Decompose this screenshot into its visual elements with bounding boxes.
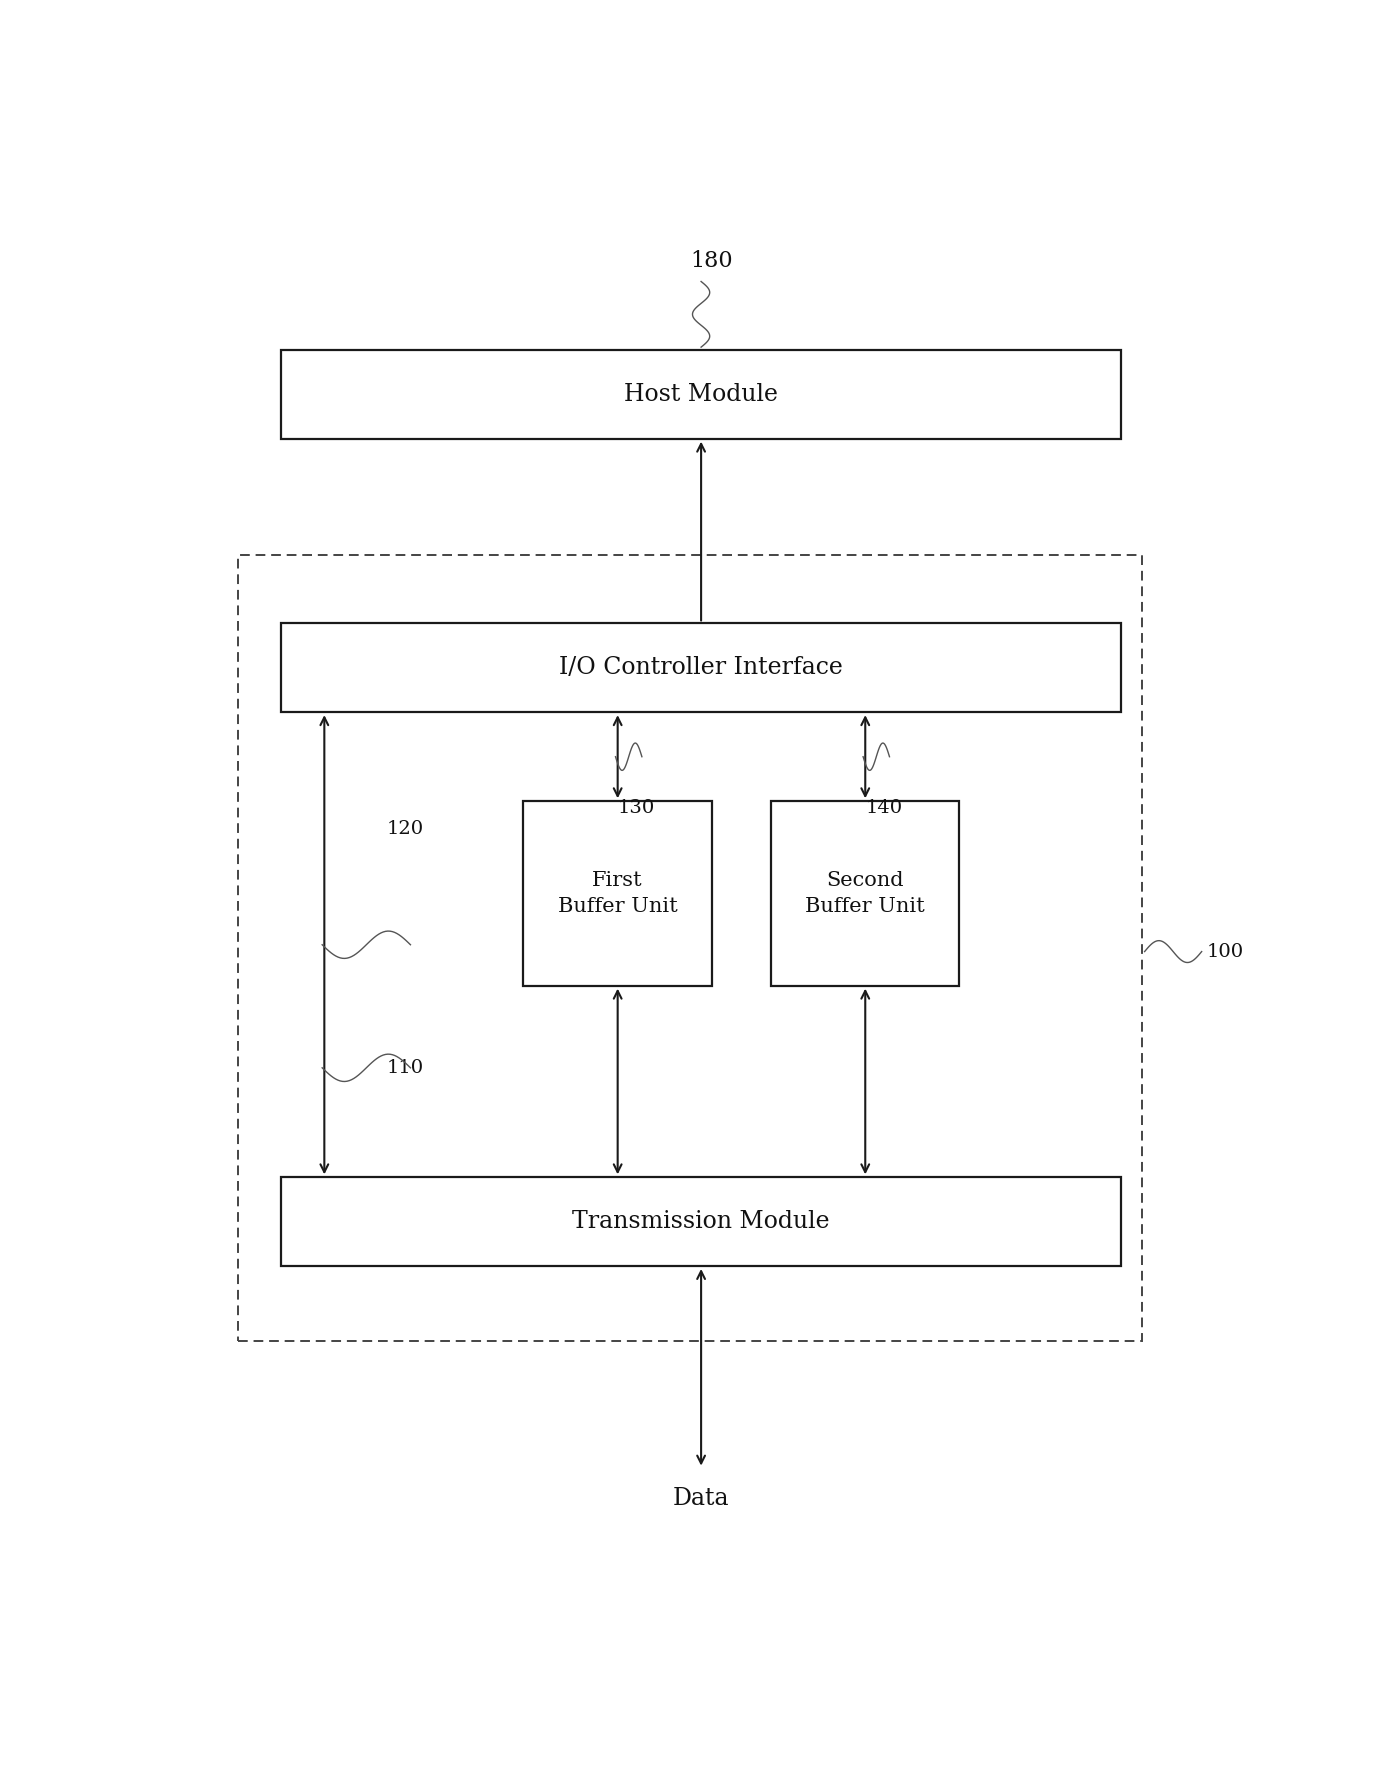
Text: 120: 120 <box>386 819 424 838</box>
Bar <box>281 1177 1121 1266</box>
Text: 100: 100 <box>1207 943 1245 961</box>
Bar <box>239 556 1142 1341</box>
Text: 180: 180 <box>690 250 733 272</box>
Text: Data: Data <box>672 1487 729 1510</box>
Bar <box>771 801 960 986</box>
Bar <box>524 801 713 986</box>
Text: 110: 110 <box>386 1058 424 1076</box>
Bar <box>281 350 1121 439</box>
Text: 130: 130 <box>618 799 656 817</box>
Text: Second
Buffer Unit: Second Buffer Unit <box>806 870 925 916</box>
Text: Host Module: Host Module <box>624 384 778 407</box>
Text: 140: 140 <box>865 799 903 817</box>
Text: First
Buffer Unit: First Buffer Unit <box>558 870 678 916</box>
Bar <box>281 623 1121 712</box>
Text: Transmission Module: Transmission Module <box>572 1209 829 1233</box>
Text: I/O Controller Interface: I/O Controller Interface <box>560 657 843 680</box>
